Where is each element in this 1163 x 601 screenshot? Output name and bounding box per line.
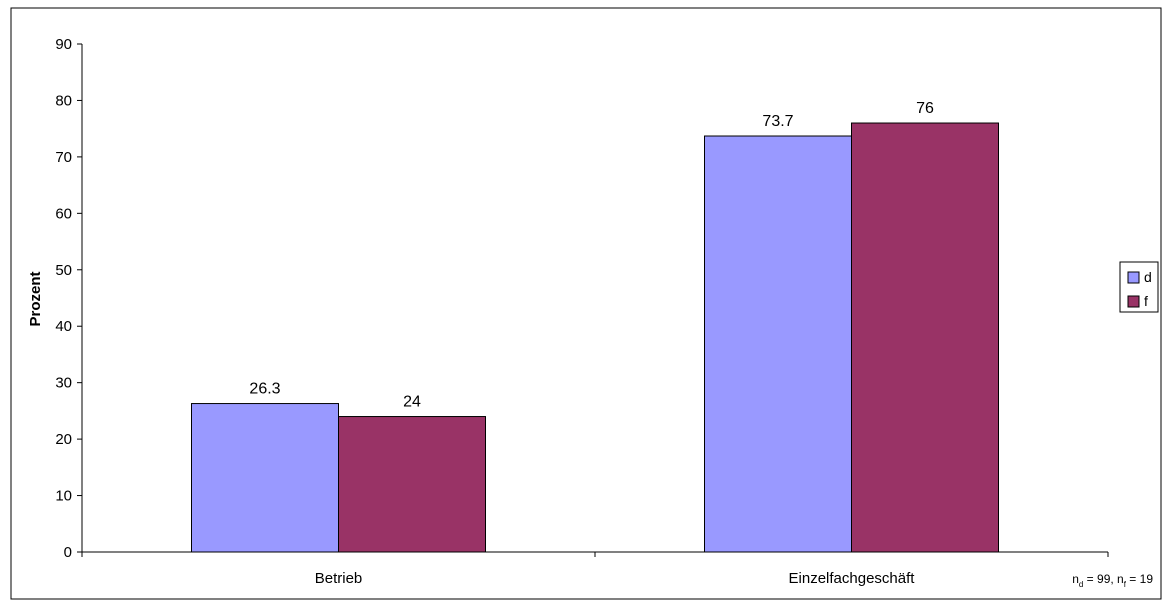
y-tick-label: 30 [55, 375, 72, 392]
n-d-value: = 99, [1083, 572, 1117, 586]
legend-swatch-f [1127, 295, 1140, 308]
y-axis-title: Prozent [27, 271, 44, 326]
n-f-subscript: f [1124, 580, 1127, 589]
n-d-subscript: d [1079, 580, 1083, 589]
data-label-d-2: 73.7 [762, 113, 793, 130]
y-tick-label: 10 [55, 488, 72, 505]
legend-label-f: f [1144, 293, 1148, 309]
y-tick-label: 40 [55, 318, 72, 335]
n-f-value: = 19 [1126, 572, 1153, 586]
y-tick-label: 0 [64, 544, 72, 561]
legend-swatch-d [1127, 271, 1140, 284]
y-tick-label: 70 [55, 149, 72, 166]
bar-d-2 [704, 135, 852, 553]
bars [191, 122, 999, 553]
data-label-f-1: 24 [403, 394, 421, 411]
n-d-base: n [1072, 572, 1079, 586]
bar-f-2 [851, 122, 999, 553]
bar-f-1 [338, 416, 486, 553]
bar-d-1 [191, 403, 339, 553]
n-f-base: n [1117, 572, 1124, 586]
legend-label-d: d [1144, 269, 1152, 285]
sample-size-footnote: nd = 99, nf = 19 [1072, 572, 1153, 589]
data-label-d-1: 26.3 [249, 381, 280, 398]
legend: df [1119, 261, 1159, 313]
y-axis-ticks: 0 10 20 30 40 50 60 70 80 90 [55, 36, 82, 561]
y-tick-label: 90 [55, 36, 72, 53]
y-tick-label: 80 [55, 92, 72, 109]
y-tick-label: 50 [55, 262, 72, 279]
y-tick-label: 60 [55, 205, 72, 222]
data-label-f-2: 76 [916, 100, 934, 117]
data-labels: 26.3 24 73.7 76 [249, 100, 934, 411]
y-tick-label: 20 [55, 431, 72, 448]
x-category-label: Einzelfachgeschäft [789, 570, 916, 587]
x-axis-ticks: Betrieb Einzelfachgeschäft [81, 552, 1109, 587]
chart-border [10, 7, 1162, 600]
x-category-label: Betrieb [315, 570, 363, 587]
